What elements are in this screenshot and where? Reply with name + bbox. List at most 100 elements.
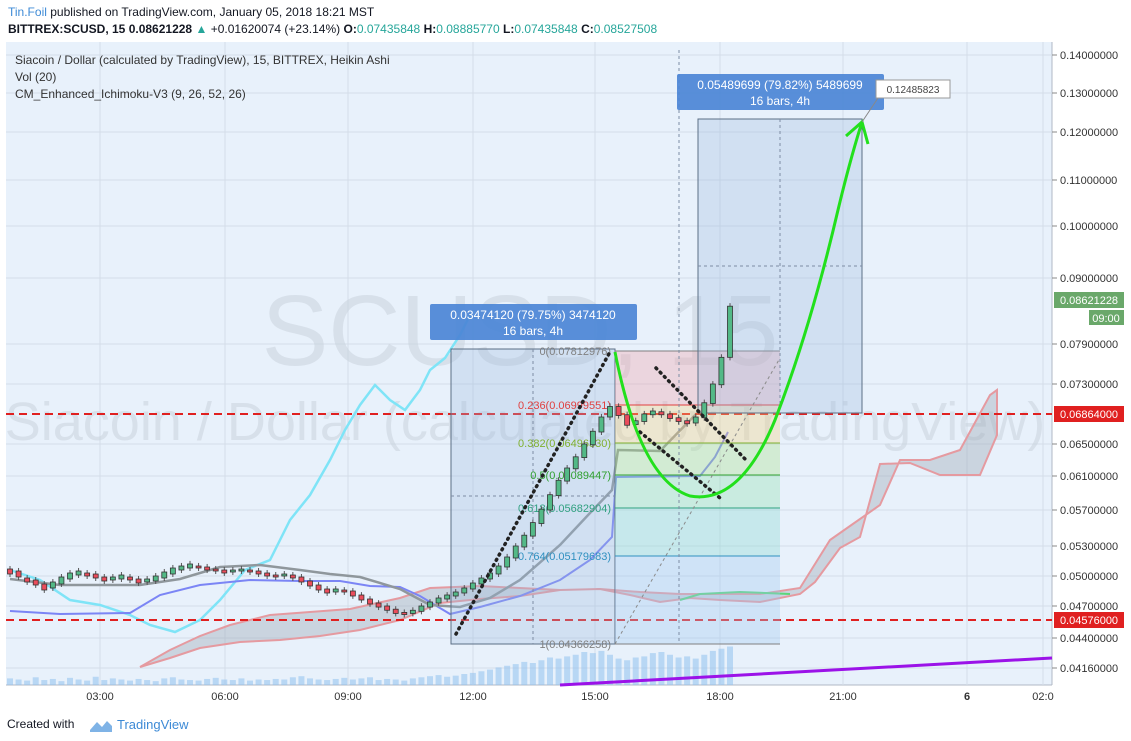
footer-brand-link[interactable]: TradingView: [117, 717, 189, 732]
candle-body: [135, 578, 142, 584]
candle-body: [564, 467, 571, 482]
last-price-tag: 0.08621228 09:00: [1054, 292, 1124, 325]
price-axis-label: 0.05000000: [1060, 571, 1118, 583]
time-axis-label: 06:00: [211, 691, 239, 703]
candle-body: [178, 565, 185, 571]
high-label: H:: [423, 22, 437, 36]
target-callout-value: 0.12485823: [887, 85, 940, 96]
tradingview-logo-icon: [90, 721, 112, 732]
fib-zone: [615, 443, 780, 475]
volume-bar: [615, 658, 622, 685]
fib-level-label: 0.764(0.05179683): [518, 551, 611, 563]
dotted-trend-line-2: [654, 366, 748, 462]
volume-bar: [92, 676, 99, 685]
candle-body: [512, 545, 519, 559]
target-callout[interactable]: 0.12485823: [861, 79, 951, 123]
candle-body: [101, 576, 108, 582]
time-axis-label: 18:00: [706, 691, 734, 703]
candle-body: [204, 566, 211, 571]
candle-body: [529, 522, 536, 537]
price-axis-label: 0.04700000: [1060, 601, 1118, 613]
volume-bar: [307, 678, 313, 685]
volume-bar: [221, 679, 228, 685]
volume-bar: [255, 679, 262, 685]
footer: Created with TradingView: [0, 712, 1131, 741]
volume-bar: [538, 660, 545, 685]
candle-body: [495, 565, 502, 575]
volume-bar: [564, 656, 571, 685]
candle-body: [49, 581, 56, 589]
volume-bar: [598, 650, 605, 685]
candle-body: [452, 591, 459, 597]
volume-bar: [632, 657, 639, 685]
fib-level-label: 0(0.07812976): [539, 346, 611, 358]
volume-bar: [238, 678, 245, 685]
price-axis-label: 0.09000000: [1060, 273, 1118, 285]
projection-line: [614, 357, 781, 645]
candle-body: [272, 574, 279, 578]
price-axis-label: 0.05700000: [1060, 505, 1118, 517]
volume-bar: [58, 681, 65, 685]
ichimoku-leading-span-green: [679, 590, 791, 601]
candle-body: [409, 609, 416, 614]
volume-bar: [409, 678, 416, 685]
candle-body: [607, 406, 613, 418]
volume-bar: [581, 652, 588, 685]
candle-body: [709, 383, 716, 404]
candle-body: [701, 402, 708, 419]
candle-body: [615, 406, 622, 416]
time-axis[interactable]: 03:00 06:00 09:00 12:00 15:00 18:00 21:00 6 02:0: [86, 691, 1053, 703]
legend-series[interactable]: Siacoin / Dollar (calculated by TradingV…: [15, 53, 390, 67]
candle-body: [109, 576, 116, 581]
high-value: 0.08885770: [436, 22, 500, 36]
candle-body: [41, 583, 48, 591]
price-axis-label: 0.07300000: [1060, 379, 1118, 391]
measure-label-1-background: [430, 304, 637, 340]
author-link[interactable]: Tin.Foil: [8, 5, 47, 19]
volume-bar: [435, 675, 442, 685]
upper-line-price-tag-background: [1054, 406, 1124, 422]
price-chart[interactable]: SCUSD, 15 Siacoin / Dollar (calculated b…: [0, 40, 1131, 712]
purple-trend-line: [559, 656, 1053, 687]
candle-body: [195, 565, 202, 569]
volume-bar: [75, 679, 82, 685]
legend-ichimoku[interactable]: CM_Enhanced_Ichimoku-V3 (9, 26, 52, 26): [15, 87, 246, 101]
volume-bar: [367, 677, 373, 685]
time-axis-label: 21:00: [829, 691, 857, 703]
grid: [6, 42, 1052, 685]
chart-header: Tin.Foil published on TradingView.com, J…: [0, 0, 1131, 40]
volume-bar: [15, 679, 22, 685]
symbol-line: BITTREX:SCUSD, 15 0.08621228 ▲ +0.016200…: [8, 22, 657, 36]
time-axis-label: 12:00: [459, 691, 487, 703]
candle-body: [435, 597, 442, 604]
volume-bar: [24, 680, 31, 685]
candlesticks: [7, 303, 733, 618]
volume-bar: [487, 669, 493, 685]
candle-body: [221, 569, 228, 574]
volume-bar: [161, 678, 168, 685]
volume-bar: [692, 658, 699, 685]
green-projection-arrow: [613, 121, 864, 499]
price-axis[interactable]: 0.14000000 0.13000000 0.12000000 0.11000000…: [1052, 50, 1118, 675]
volume-bar: [41, 680, 48, 685]
chart-area[interactable]: SCUSD, 15 Siacoin / Dollar (calculated b…: [0, 40, 1131, 712]
volume-bar: [332, 678, 339, 685]
legend-volume[interactable]: Vol (20): [15, 70, 56, 84]
volume-bar: [32, 677, 39, 685]
candle-body: [212, 568, 219, 572]
volume-bar: [49, 678, 56, 685]
volume-bar: [358, 678, 365, 685]
measure-label-1-line1: 0.03474120 (79.75%) 3474120: [450, 308, 616, 322]
candle-body: [658, 411, 665, 416]
volume-bar: [187, 680, 193, 685]
volume-bar: [152, 681, 159, 685]
volume-bar: [169, 677, 176, 685]
candle-body: [692, 416, 699, 424]
candle-body: [427, 601, 433, 608]
price-axis-label: 0.04400000: [1060, 633, 1118, 645]
time-axis-label: 6: [964, 691, 970, 703]
time-axis-label: 09:00: [334, 691, 362, 703]
last-price-tag-background: [1054, 292, 1124, 308]
price-axis-label: 0.06100000: [1060, 471, 1118, 483]
ichimoku-conversion-line: [9, 409, 701, 609]
